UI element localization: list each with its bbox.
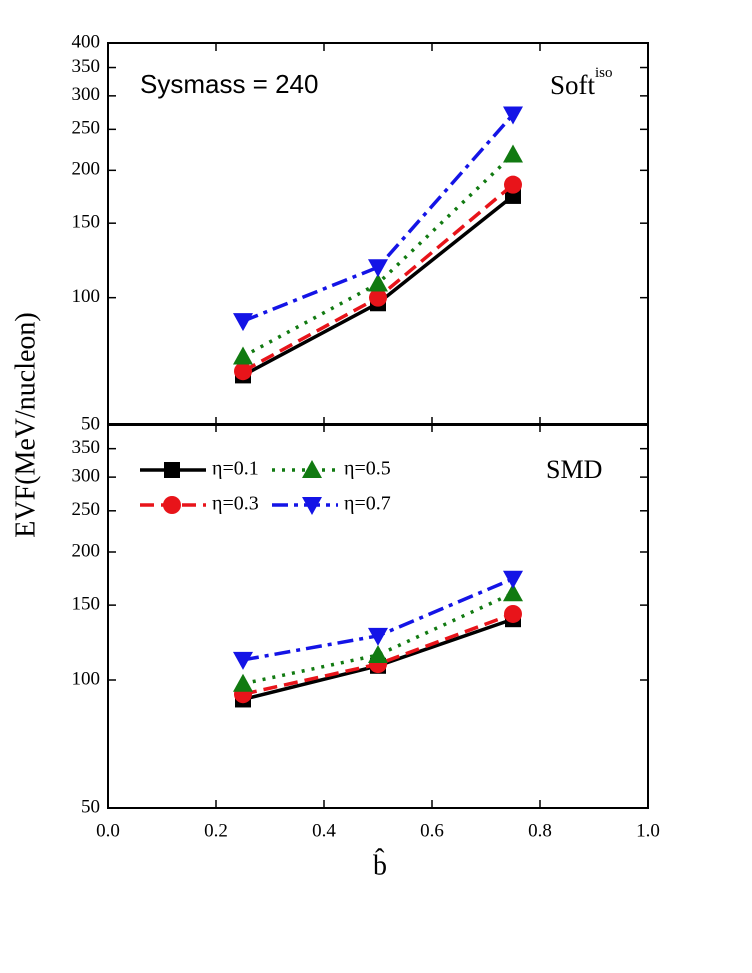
annotation: Sysmass = 240 <box>140 69 318 99</box>
y-tick-label: 100 <box>72 286 101 307</box>
marker <box>233 346 253 365</box>
x-tick-label: 0.8 <box>528 820 552 841</box>
y-tick-label: 350 <box>72 56 101 77</box>
marker <box>504 604 522 623</box>
marker <box>503 144 523 163</box>
marker <box>368 644 388 663</box>
plot-frame <box>107 42 649 426</box>
y-tick-label: 200 <box>72 540 101 561</box>
y-tick-label: 50 <box>81 796 100 817</box>
x-axis-label: b̂ <box>373 849 387 882</box>
y-tick-label: 250 <box>72 118 101 139</box>
legend-marker <box>302 497 322 515</box>
y-tick-label: 200 <box>72 159 101 180</box>
legend-label: η=0.7 <box>344 493 391 515</box>
x-tick-label: 0.4 <box>312 820 336 841</box>
series-line <box>242 113 515 323</box>
series-line <box>242 153 515 359</box>
marker <box>368 627 388 646</box>
marker <box>233 651 253 670</box>
marker <box>503 570 523 589</box>
legend-marker <box>302 460 322 478</box>
x-tick-label: 1.0 <box>636 820 660 841</box>
x-tick-label: 0.2 <box>204 820 228 841</box>
y-tick-label: 300 <box>72 465 101 486</box>
marker <box>368 259 388 278</box>
annotation: SMD <box>546 455 602 484</box>
annotation-sup: iso <box>595 65 613 81</box>
annotation: Softiso <box>550 65 613 100</box>
marker <box>234 362 252 381</box>
x-tick-label: 0.6 <box>420 820 444 841</box>
plot-frame <box>107 423 649 809</box>
marker <box>368 273 388 292</box>
marker <box>503 583 523 602</box>
y-axis-label: EVF(MeV/nucleon) <box>10 312 41 538</box>
legend-label: η=0.1 <box>212 458 259 480</box>
y-tick-label: 400 <box>72 31 101 52</box>
legend-label: η=0.3 <box>212 493 259 515</box>
annotation-text: Soft <box>550 70 596 100</box>
legend-marker <box>163 496 181 514</box>
marker <box>504 175 522 194</box>
marker <box>503 106 523 125</box>
legend-marker <box>164 462 180 478</box>
y-tick-label: 150 <box>72 212 101 233</box>
legend-label: η=0.5 <box>344 458 391 480</box>
marker <box>233 313 253 332</box>
marker <box>369 288 387 307</box>
marker <box>233 673 253 692</box>
y-tick-label: 250 <box>72 499 101 520</box>
y-tick-label: 350 <box>72 437 101 458</box>
y-tick-label: 150 <box>72 593 101 614</box>
x-tick-label: 0.0 <box>96 820 120 841</box>
y-tick-label: 50 <box>81 413 100 434</box>
y-tick-label: 300 <box>72 84 101 105</box>
y-tick-label: 100 <box>72 668 101 689</box>
